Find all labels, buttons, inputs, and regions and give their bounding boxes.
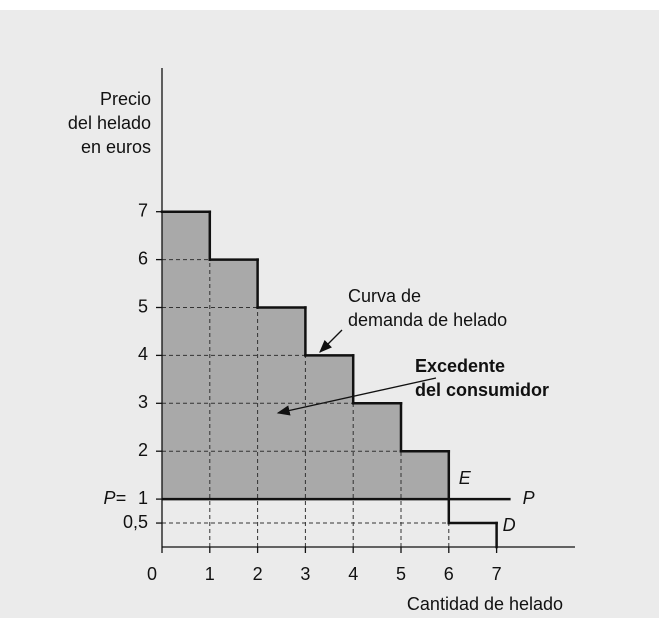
surplus-area: [209, 259, 258, 500]
surplus-area: [305, 355, 354, 500]
annotation: Excedente: [415, 356, 505, 376]
y-tick-label: 6: [138, 248, 148, 268]
y-axis-label: en euros: [81, 137, 151, 157]
x-tick-label: 3: [300, 564, 310, 584]
x-tick-label: 1: [205, 564, 215, 584]
annotation: del consumidor: [415, 380, 549, 400]
price-curve-label: P: [523, 488, 535, 508]
x-tick-label: 2: [253, 564, 263, 584]
price-prefix: P=: [103, 488, 126, 508]
x-tick-label: 6: [444, 564, 454, 584]
y-tick-label: 0,5: [123, 512, 148, 532]
equilibrium-label: E: [459, 468, 472, 488]
y-tick-label: 2: [138, 440, 148, 460]
x-tick-label: 4: [348, 564, 358, 584]
top-margin: [0, 0, 659, 10]
y-tick-label: 3: [138, 392, 148, 412]
y-tick-label: 4: [138, 344, 148, 364]
y-tick-label: 5: [138, 296, 148, 316]
x-tick-label: 0: [147, 564, 157, 584]
arrow: [276, 377, 437, 416]
arrow: [319, 329, 343, 353]
x-tick-label: 7: [492, 564, 502, 584]
demand-label: D: [503, 515, 516, 535]
x-tick-label: 5: [396, 564, 406, 584]
x-axis-label: Cantidad de helado: [407, 594, 563, 614]
y-axis-label: del helado: [68, 113, 151, 133]
annotation: demanda de helado: [348, 310, 507, 330]
surplus-area: [401, 451, 449, 500]
y-axis-label: Precio: [100, 89, 151, 109]
y-tick-label: 1: [138, 488, 148, 508]
annotation: Curva de: [348, 286, 421, 306]
y-tick-label: 7: [138, 200, 148, 220]
